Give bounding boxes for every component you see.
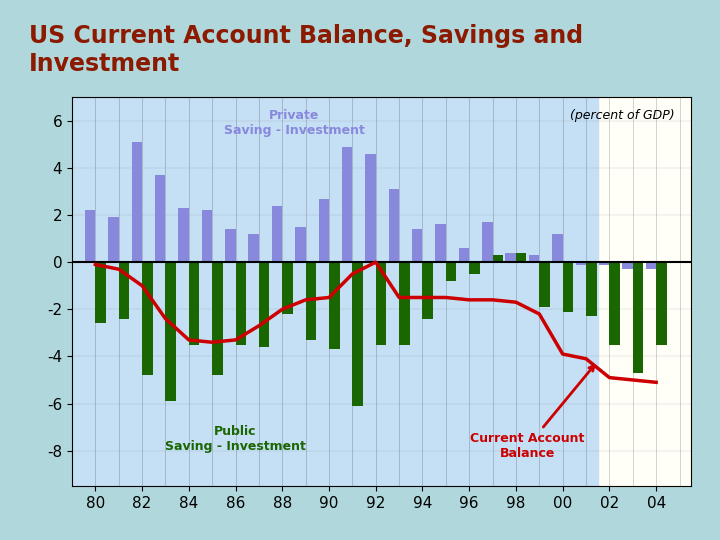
Bar xyxy=(189,262,199,345)
Bar xyxy=(119,262,130,319)
Bar xyxy=(329,262,340,349)
Bar xyxy=(599,262,609,265)
Bar xyxy=(633,262,643,373)
Bar xyxy=(108,218,119,262)
Bar xyxy=(212,262,222,375)
Bar xyxy=(248,234,259,262)
Bar xyxy=(516,253,526,262)
Text: (percent of GDP): (percent of GDP) xyxy=(570,109,675,122)
Bar xyxy=(271,206,282,262)
Bar xyxy=(469,262,480,274)
Bar xyxy=(376,262,386,345)
Bar xyxy=(459,248,469,262)
Bar xyxy=(552,234,563,262)
Bar xyxy=(142,262,153,375)
Bar xyxy=(95,262,106,323)
Bar xyxy=(282,262,293,314)
Bar xyxy=(235,262,246,345)
Bar xyxy=(563,262,573,312)
Bar xyxy=(423,262,433,319)
Bar xyxy=(259,262,269,347)
Bar xyxy=(586,262,597,316)
Bar xyxy=(202,210,212,262)
Bar xyxy=(389,189,399,262)
Bar xyxy=(609,262,620,345)
Bar xyxy=(155,175,166,262)
Bar xyxy=(399,262,410,345)
Text: US Current Account Balance, Savings and
Investment: US Current Account Balance, Savings and … xyxy=(29,24,583,76)
Bar xyxy=(132,142,142,262)
Bar xyxy=(179,208,189,262)
Bar xyxy=(342,147,352,262)
Bar xyxy=(575,262,586,265)
Bar xyxy=(492,255,503,262)
Bar xyxy=(528,255,539,262)
Bar xyxy=(539,262,550,307)
Bar xyxy=(622,262,633,269)
Bar xyxy=(365,154,376,262)
Text: Current Account
Balance: Current Account Balance xyxy=(470,366,594,460)
Text: Private
Saving - Investment: Private Saving - Investment xyxy=(223,109,364,137)
Bar xyxy=(352,262,363,406)
Bar xyxy=(85,210,95,262)
Bar xyxy=(295,227,306,262)
Bar xyxy=(225,229,235,262)
Bar xyxy=(412,229,423,262)
Bar xyxy=(482,222,492,262)
Bar xyxy=(306,262,316,340)
Bar xyxy=(436,225,446,262)
Bar xyxy=(318,199,329,262)
Text: Public
Saving - Investment: Public Saving - Investment xyxy=(165,425,306,453)
Bar xyxy=(0,97,598,486)
Bar xyxy=(656,262,667,345)
Bar xyxy=(166,262,176,401)
Bar xyxy=(646,262,656,269)
Bar xyxy=(505,253,516,262)
Bar xyxy=(446,262,456,281)
